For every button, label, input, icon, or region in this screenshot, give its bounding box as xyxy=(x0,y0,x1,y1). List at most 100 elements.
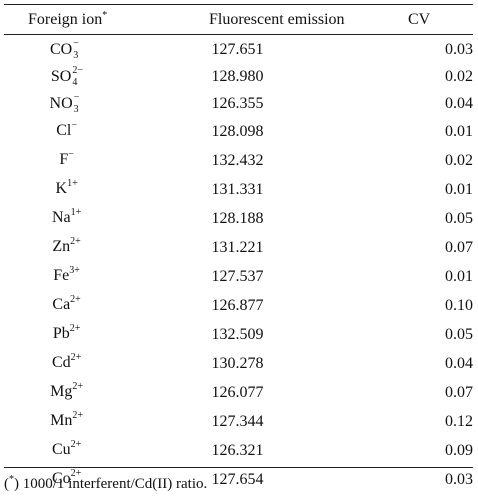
ion-symbol: Cl xyxy=(56,122,72,139)
table-row: F− 132.432 0.02 xyxy=(4,146,473,175)
ion-cell: Ca2+ xyxy=(4,291,129,320)
header-foreign-ion: Foreign ion* xyxy=(28,10,108,28)
ion-symbol: CO xyxy=(49,41,73,58)
cv-cell: 0.12 xyxy=(445,413,473,430)
ion-charge: 1+ xyxy=(70,207,82,218)
table-row: Cl− 128.098 0.01 xyxy=(4,117,473,146)
header-fluorescent-emission: Fluorescent emission xyxy=(209,11,345,28)
ion-cell: Co2+ xyxy=(4,465,129,494)
emission-cell: 127.651 xyxy=(211,41,264,58)
emission-cell: 130.278 xyxy=(211,355,264,372)
emission-cell: 127.654 xyxy=(211,471,264,488)
table-row: Fe3+ 127.537 0.01 xyxy=(4,262,473,291)
ion-subscript: 3 xyxy=(73,104,79,116)
cv-cell: 0.01 xyxy=(445,123,473,140)
header-cv: CV xyxy=(408,11,431,28)
table-row: Zn2+ 131.221 0.07 xyxy=(4,233,473,262)
cv-cell: 0.05 xyxy=(445,210,473,227)
cv-cell: 0.04 xyxy=(445,95,473,112)
ion-charge: 2+ xyxy=(70,236,81,247)
cv-cell: 0.04 xyxy=(445,355,473,372)
cv-cell: 0.03 xyxy=(445,41,473,58)
ion-cell: Fe3+ xyxy=(4,262,129,291)
ion-charge: − xyxy=(68,149,74,160)
ion-subscript: 4 xyxy=(72,77,78,89)
ion-cell: Cd2+ xyxy=(4,349,129,378)
data-table: CO −3 127.651 0.03 SO 2− 4 128.980 0.02 NO −3 126.3… xyxy=(4,36,473,494)
emission-cell: 128.980 xyxy=(211,68,264,85)
cv-cell: 0.10 xyxy=(445,297,473,314)
emission-cell: 127.344 xyxy=(211,413,264,430)
ion-symbol: Mg xyxy=(50,383,73,400)
ion-sub-sup: −3 xyxy=(73,92,84,116)
table-row: K1+ 131.331 0.01 xyxy=(4,175,474,204)
table-row: Na1+ 128.188 0.05 xyxy=(4,204,473,233)
ion-charge: − xyxy=(71,120,77,131)
ion-cell: Mg2+ xyxy=(4,378,129,407)
footnote: (*) 1000/1 interferent/Cd(II) ratio. xyxy=(4,474,208,492)
table-body: CO −3 127.651 0.03 SO 2− 4 128.980 0.02 NO −3 126.3… xyxy=(4,36,473,494)
emission-cell: 127.537 xyxy=(211,268,264,285)
ion-cell: Pb2+ xyxy=(4,320,129,349)
emission-cell: 132.432 xyxy=(211,152,264,169)
cv-cell: 0.02 xyxy=(445,68,473,85)
ion-sub-sup: 2− 4 xyxy=(72,65,83,89)
ion-cell: CO −3 xyxy=(4,36,129,63)
cv-cell: 0.07 xyxy=(445,384,473,401)
ion-cell: Zn2+ xyxy=(4,233,129,262)
emission-cell: 132.509 xyxy=(211,326,264,343)
ion-symbol: Co xyxy=(51,470,71,487)
ion-symbol: NO xyxy=(49,95,73,112)
ion-charge: 1+ xyxy=(67,178,78,189)
ion-cell: Cu2+ xyxy=(4,436,129,465)
emission-cell: 126.877 xyxy=(211,297,264,314)
table-row: Ca2+ 126.877 0.10 xyxy=(4,291,473,320)
ion-charge: 2+ xyxy=(72,410,84,421)
cv-cell: 0.01 xyxy=(445,181,473,198)
ion-cell: Na1+ xyxy=(4,204,129,233)
table-bottom-rule xyxy=(4,467,473,469)
ion-charge: 2+ xyxy=(72,381,84,392)
ion-symbol: SO xyxy=(50,68,72,85)
ion-sub-sup: −3 xyxy=(73,38,83,62)
ion-cell: F− xyxy=(4,146,129,175)
emission-cell: 131.221 xyxy=(211,239,264,256)
cv-cell: 0.01 xyxy=(445,268,473,285)
cv-cell: 0.09 xyxy=(445,442,473,459)
ion-symbol: Ca xyxy=(52,296,71,313)
table-top-rule xyxy=(4,4,473,6)
ion-charge: 2− xyxy=(72,65,83,77)
ion-charge: 2+ xyxy=(70,468,82,479)
ion-charge: 2+ xyxy=(69,323,81,334)
footnote-mark: * xyxy=(9,474,14,485)
emission-cell: 126.321 xyxy=(211,442,264,459)
header-footnote-mark: * xyxy=(102,10,108,21)
ion-symbol: Mn xyxy=(50,412,73,429)
table-row: NO −3 126.355 0.04 xyxy=(4,90,473,117)
ion-charge: − xyxy=(73,92,80,104)
ion-charge: − xyxy=(73,38,79,50)
table-row: Co2+ 127.654 0.03 xyxy=(4,465,473,494)
ion-cell: K1+ xyxy=(4,175,129,204)
ion-charge: 3+ xyxy=(69,265,80,276)
ion-symbol: Zn xyxy=(52,238,71,255)
cv-cell: 0.02 xyxy=(445,152,473,169)
ion-symbol: Fe xyxy=(53,267,70,284)
emission-cell: 126.355 xyxy=(211,95,264,112)
cv-cell: 0.07 xyxy=(445,239,473,256)
emission-cell: 131.331 xyxy=(211,181,264,198)
ion-symbol: Cu xyxy=(51,441,71,458)
table-row: SO 2− 4 128.980 0.02 xyxy=(4,63,473,90)
ion-subscript: 3 xyxy=(73,50,79,62)
ion-symbol: Na xyxy=(51,209,71,226)
ion-symbol: F xyxy=(59,151,69,168)
table-row: Pb2+ 132.509 0.05 xyxy=(4,320,473,349)
ion-cell: SO 2− 4 xyxy=(4,63,129,90)
ion-charge: 2+ xyxy=(70,352,82,363)
emission-cell: 128.188 xyxy=(211,210,264,227)
ion-charge: 2+ xyxy=(70,294,81,305)
table-row: Mg2+ 126.077 0.07 xyxy=(4,378,473,407)
ion-charge: 2+ xyxy=(70,439,82,450)
table-row: Cd2+ 130.278 0.04 xyxy=(4,349,473,378)
ion-cell: Cl− xyxy=(4,117,129,146)
